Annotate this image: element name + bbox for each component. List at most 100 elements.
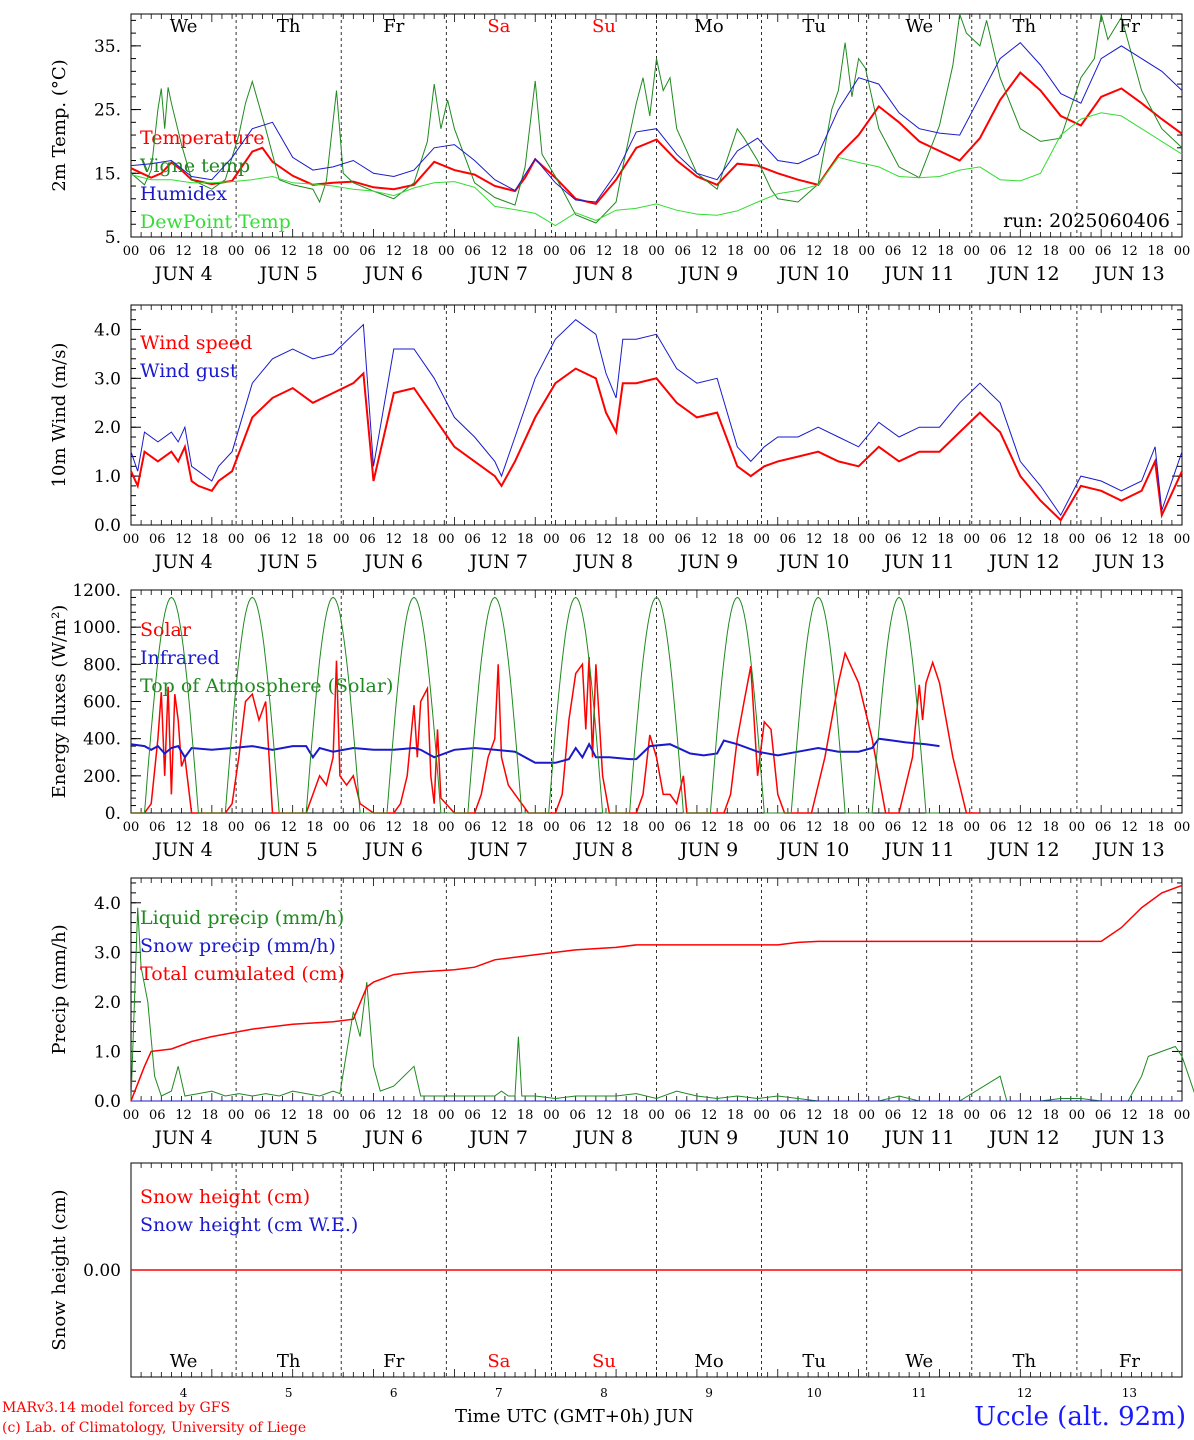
y-tick-label: 200. [83,767,121,787]
hour-label: 12 [491,1108,508,1123]
model-credit: MARv3.14 model forced by GFS [2,1400,231,1416]
hour-label: 12 [596,244,613,259]
date-label: JUN 7 [468,839,528,861]
hour-label: 12 [911,244,928,259]
hour-label: 12 [1016,1108,1033,1123]
hour-label: 00 [438,532,455,547]
hour-label: 00 [964,244,981,259]
hour-label: 18 [937,532,954,547]
y-tick-label: 5. [105,228,121,248]
hour-label: 12 [280,244,297,259]
hour-label: 00 [753,820,770,835]
hour-label: 00 [543,820,560,835]
hour-label: 06 [149,820,166,835]
y-tick-label: 0. [105,804,121,824]
hour-label: 12 [806,532,823,547]
y-tick-label: 4.0 [94,894,121,914]
y-tick-label: 1.0 [94,467,121,487]
series-line-temperature [130,71,1183,206]
legend-entry: Total cumulated (cm) [140,963,345,985]
y-tick-label: 4.0 [94,320,121,340]
weekday-label: Mo [694,1351,723,1372]
hour-label: 18 [1147,244,1164,259]
legend-entry: Snow height (cm) [140,1186,310,1208]
x-axis-title: Time UTC (GMT+0h) JUN [455,1406,694,1427]
day-number: 7 [495,1386,503,1400]
legend-entry: Solar [140,619,192,641]
hour-label: 18 [517,532,534,547]
hour-label: 06 [569,532,586,547]
hour-label: 12 [491,820,508,835]
hour-label: 18 [517,1108,534,1123]
hour-label: 00 [123,1108,140,1123]
hour-label: 06 [569,820,586,835]
hour-label: 18 [517,244,534,259]
y-tick-label: 400. [83,730,121,750]
date-label: JUN 10 [777,1127,849,1149]
hour-label: 06 [254,532,271,547]
hour-label: 06 [569,1108,586,1123]
hour-label: 12 [1121,820,1138,835]
date-label: JUN 6 [363,1127,423,1149]
date-label: JUN 12 [987,839,1059,861]
day-number: 11 [912,1386,927,1400]
hour-label: 06 [359,820,376,835]
hour-label: 18 [622,820,639,835]
date-label: JUN 4 [152,551,212,573]
date-label: JUN 6 [363,551,423,573]
hour-label: 18 [412,532,429,547]
hour-label: 06 [675,532,692,547]
hour-label: 06 [464,532,481,547]
day-number: 12 [1017,1386,1032,1400]
hour-label: 06 [359,1108,376,1123]
hour-label: 18 [1042,1108,1059,1123]
hour-label: 12 [175,244,192,259]
date-label: JUN 8 [573,551,633,573]
date-label: JUN 7 [468,263,528,285]
date-label: JUN 7 [468,551,528,573]
hour-label: 06 [885,244,902,259]
date-label: JUN 6 [363,263,423,285]
series-line-total-cumulated-cm- [130,884,1183,1102]
hour-label: 06 [1095,532,1112,547]
hour-label: 06 [254,1108,271,1123]
hour-label: 18 [727,244,744,259]
weekday-label: Th [277,16,301,37]
date-label: JUN 9 [678,263,738,285]
hour-label: 12 [911,532,928,547]
run-label: run: 2025060406 [1003,210,1170,232]
weekday-label: Su [592,16,616,37]
weekday-label: We [905,16,933,37]
hour-label: 18 [727,1108,744,1123]
weekday-label: Tu [802,16,826,37]
legend-entry: Wind gust [140,360,238,382]
hour-label: 18 [307,820,324,835]
station-name: Uccle (alt. 92m) [974,1402,1186,1432]
hour-label: 00 [1069,244,1086,259]
series-line-infrared [130,737,940,764]
date-label: JUN 5 [257,1127,317,1149]
hour-label: 06 [885,1108,902,1123]
hour-label: 06 [254,820,271,835]
y-axis-label: Precip (mm/h) [49,924,70,1054]
hour-label: 06 [990,244,1007,259]
hour-label: 18 [1042,820,1059,835]
legend-entry: Snow height (cm W.E.) [140,1214,358,1236]
series-line-humidex [130,42,1183,203]
legend-entry: Snow precip (mm/h) [140,935,336,957]
hour-label: 00 [438,244,455,259]
y-axis-label: 10m Wind (m/s) [49,343,70,488]
hour-label: 18 [202,1108,219,1123]
hour-label: 00 [438,820,455,835]
date-label: JUN 5 [257,551,317,573]
hour-label: 12 [1121,1108,1138,1123]
y-axis-label: 2m Temp. (°C) [49,59,70,191]
hour-label: 00 [753,532,770,547]
panel-snow: 0.00 Snow height (cm) Snow height (cm) Snow… [49,1162,1183,1400]
hour-label: 00 [543,244,560,259]
hour-label: 06 [464,820,481,835]
day-number: 10 [807,1386,822,1400]
weekday-label: Su [592,1351,616,1372]
hour-label: 12 [1121,244,1138,259]
